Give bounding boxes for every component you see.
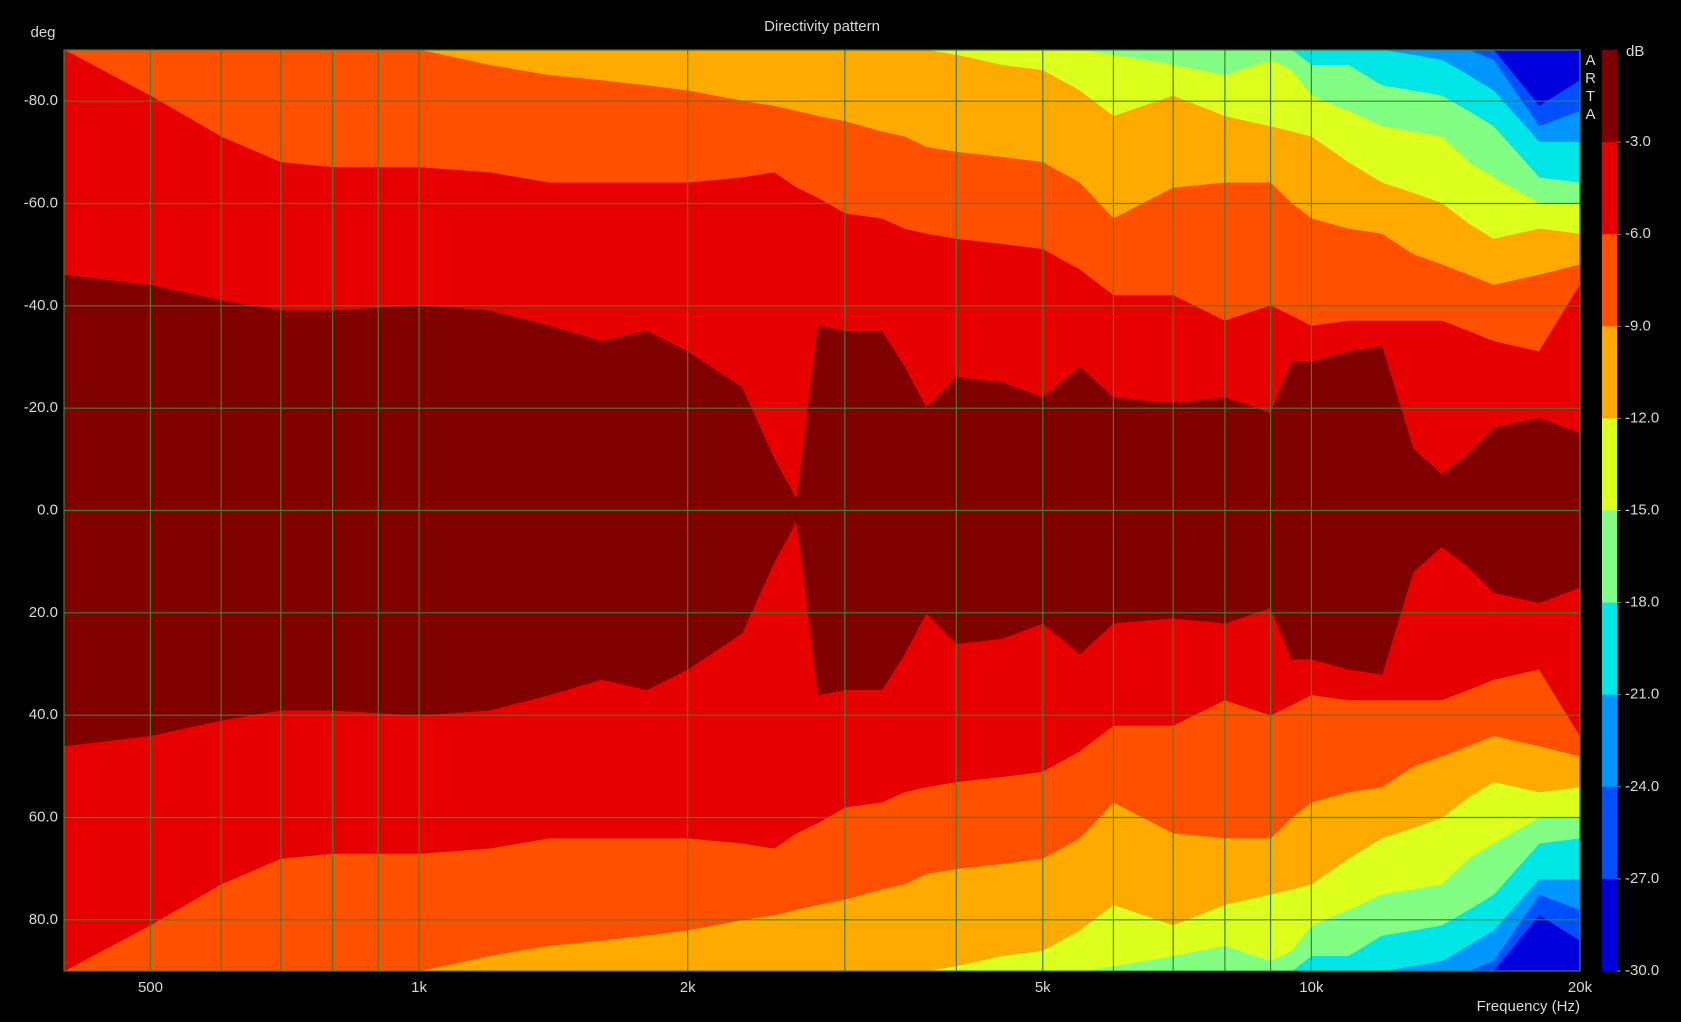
chart-title: Directivity pattern — [764, 18, 880, 35]
x-axis-label: Frequency (Hz) — [1477, 998, 1580, 1015]
colorbar-swatch — [1602, 786, 1617, 880]
colorbar-swatch — [1602, 326, 1617, 419]
colorbar-swatch — [1602, 878, 1617, 972]
plot-frame — [63, 49, 1581, 972]
colorbar-tick-label: -30.0 — [1625, 962, 1659, 979]
colorbar-label: dB — [1626, 43, 1644, 60]
colorbar-swatch — [1602, 418, 1617, 511]
x-tick-label: 10k — [1299, 979, 1324, 996]
colorbar-tick-label: -12.0 — [1625, 409, 1659, 426]
colorbar-tick-label: -27.0 — [1625, 870, 1659, 887]
y-tick-label: 40.0 — [29, 706, 58, 723]
plot-area — [64, 50, 1580, 971]
y-tick-label: -40.0 — [24, 297, 58, 314]
colorbar-tick-label: -9.0 — [1625, 317, 1651, 334]
colorbar-swatch — [1602, 602, 1617, 696]
colorbar-swatch — [1602, 234, 1617, 327]
y-tick-label: -20.0 — [24, 399, 58, 416]
y-tick-label: -60.0 — [24, 194, 58, 211]
colorbar-tick-label: -24.0 — [1625, 778, 1659, 795]
colorbar-tick-label: -18.0 — [1625, 594, 1659, 611]
y-tick-label: 80.0 — [29, 911, 58, 928]
watermark: ARTA — [1582, 52, 1599, 124]
axes: 500 1k 2k 5k 10k 20k -80.0 -60.0 -40.0 -20.0 0.0 20… — [24, 49, 1659, 996]
contour-band-lower — [64, 510, 1580, 747]
y-tick-label: -80.0 — [24, 92, 58, 109]
contour-band-upper — [64, 274, 1580, 511]
colorbar-tick-label: -21.0 — [1625, 686, 1659, 703]
y-tick-label: 0.0 — [37, 501, 58, 518]
colorbar-tick-label: -15.0 — [1625, 501, 1659, 518]
y-tick-label: 20.0 — [29, 604, 58, 621]
y-tick-label: 60.0 — [29, 808, 58, 825]
x-tick-label: 20k — [1568, 979, 1593, 996]
x-tick-label: 1k — [411, 979, 427, 996]
colorbar-swatch — [1602, 50, 1617, 143]
colorbar-swatch — [1602, 142, 1617, 235]
colorbar-tick-label: -6.0 — [1625, 225, 1651, 242]
colorbar-swatch — [1602, 510, 1617, 604]
x-tick-label: 2k — [680, 979, 696, 996]
x-tick-label: 5k — [1035, 979, 1051, 996]
colorbar-tick-label: -3.0 — [1625, 133, 1651, 150]
y-axis-label: deg — [30, 24, 55, 41]
x-tick-label: 500 — [138, 979, 163, 996]
colorbar-swatch — [1602, 694, 1617, 788]
